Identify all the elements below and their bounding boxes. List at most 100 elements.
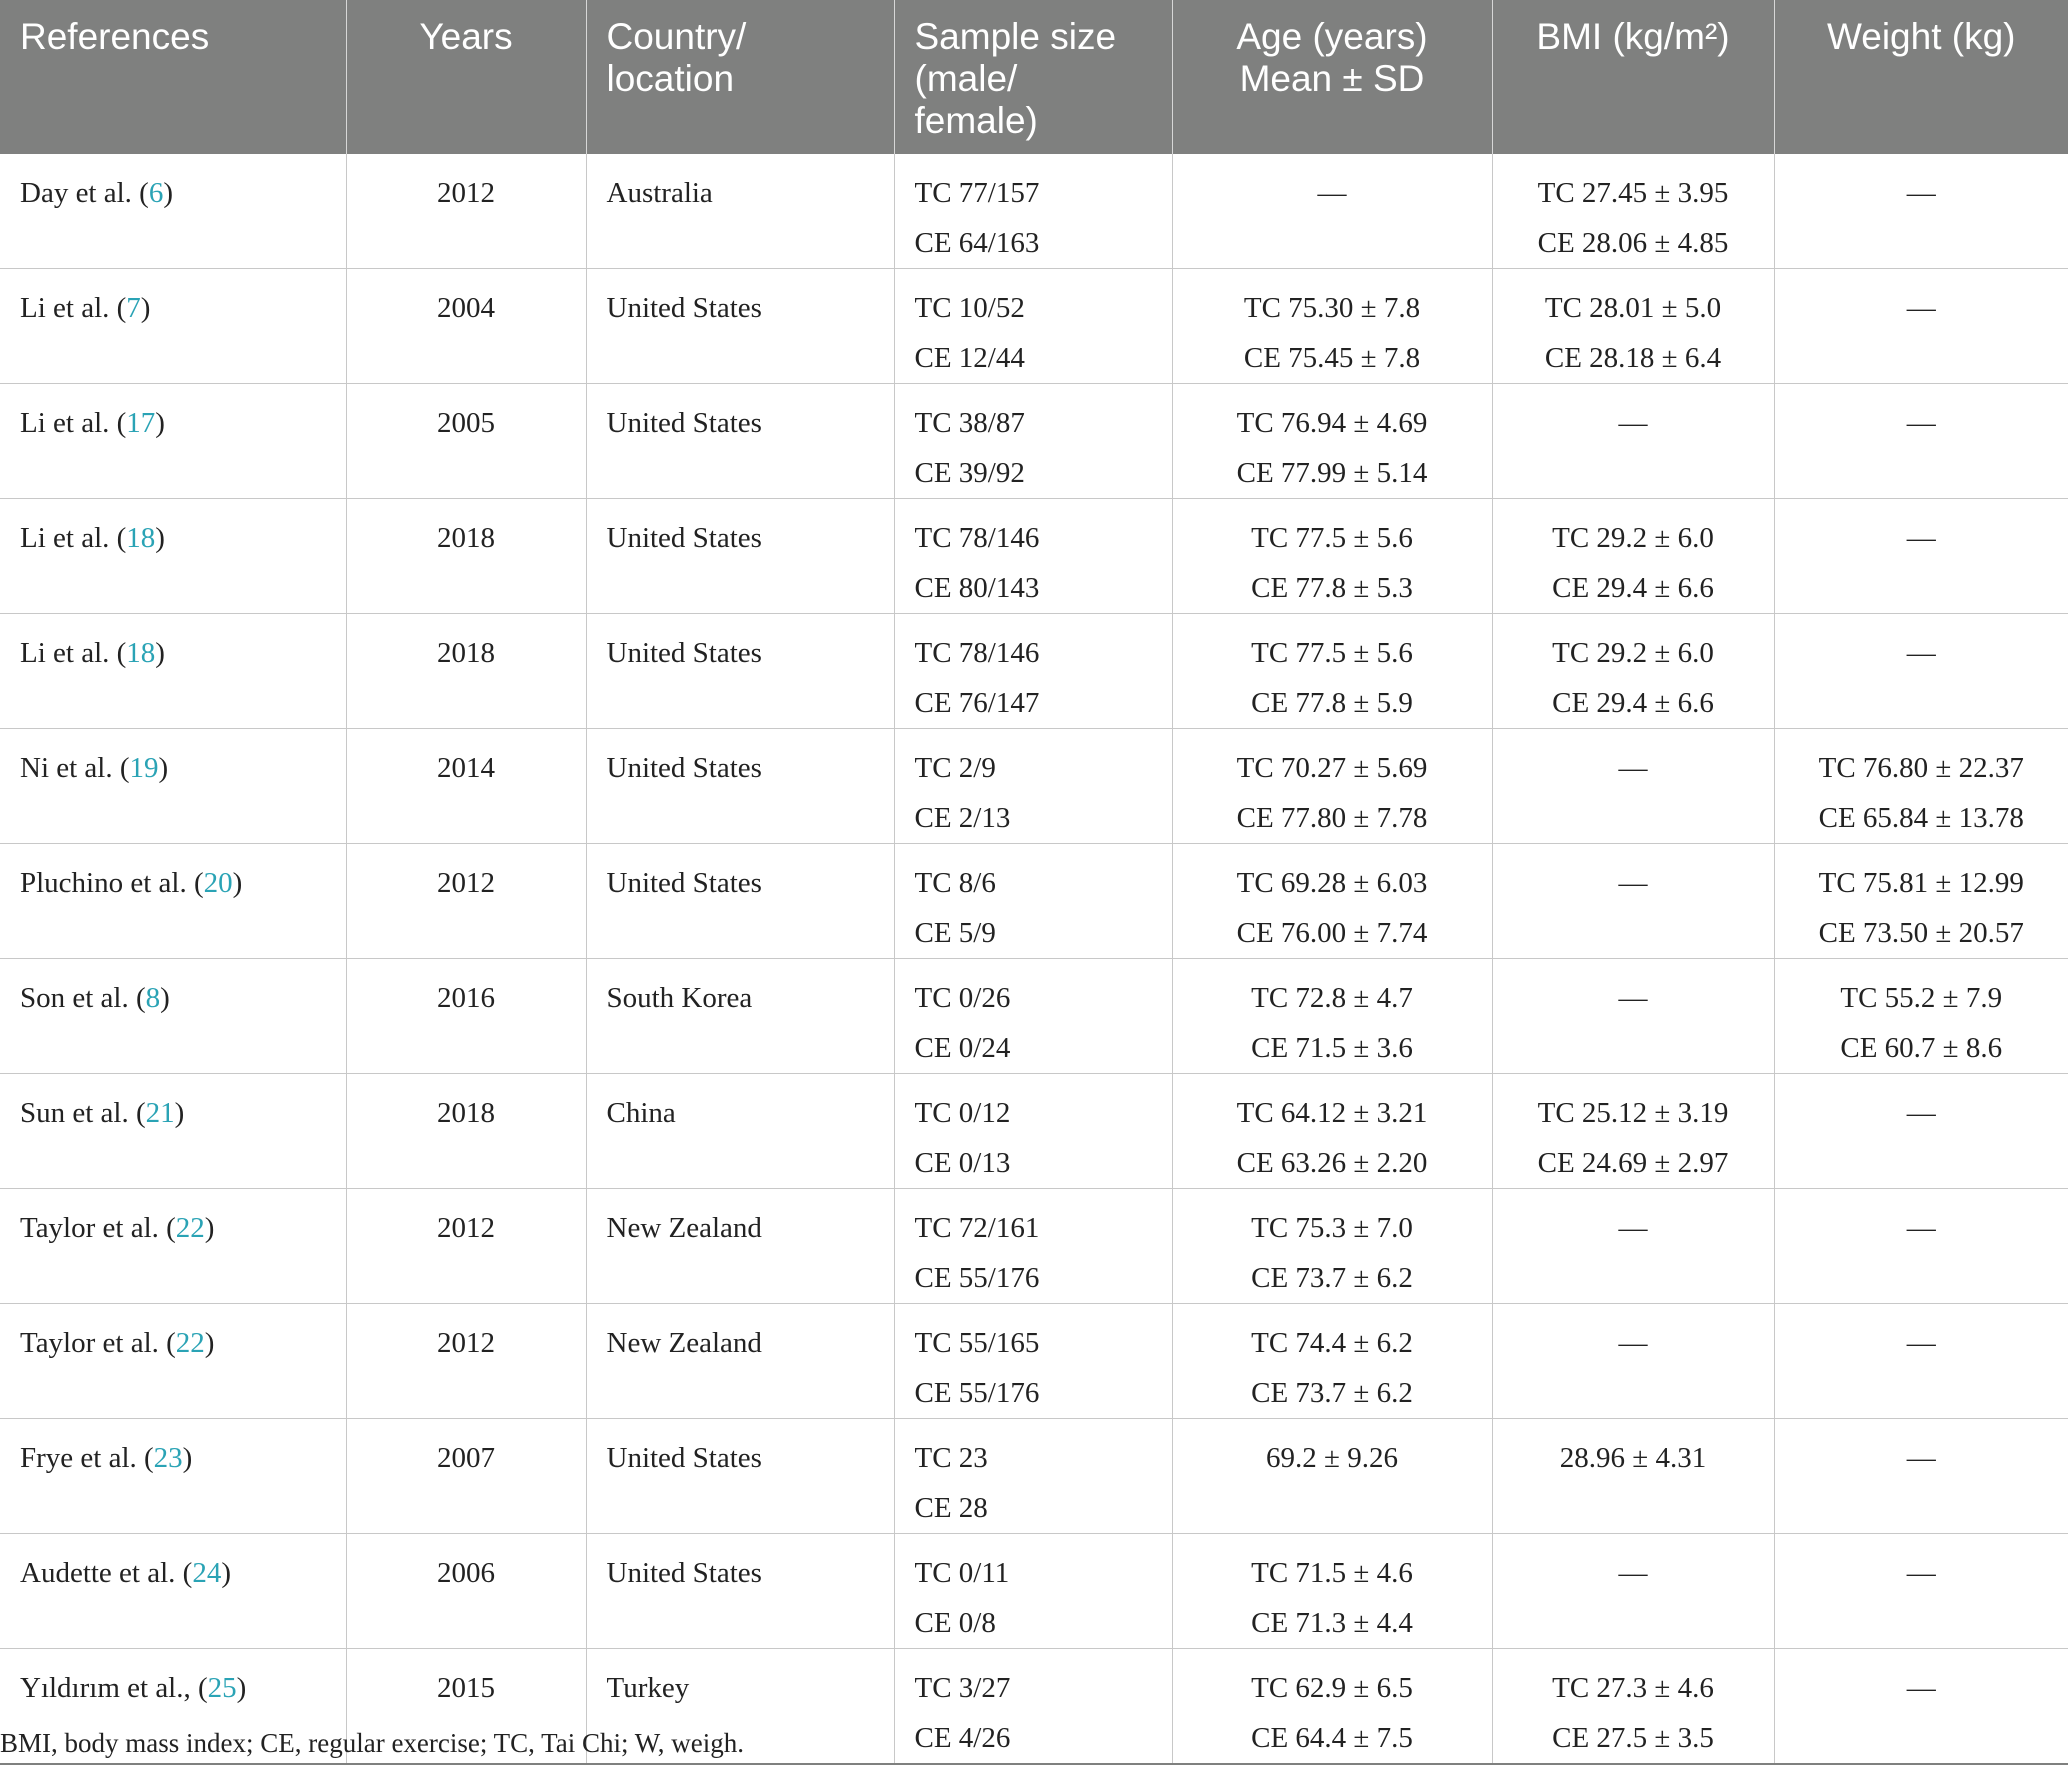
weight-cell: TC 76.80 ± 22.37 CE 65.84 ± 13.78 xyxy=(1773,728,2068,844)
age-cell: — xyxy=(1171,154,1492,269)
year-cell: 2018 xyxy=(345,1073,586,1189)
sample-size-cell: TC 77/157 CE 64/163 xyxy=(893,154,1172,269)
year-cell: 2012 xyxy=(345,1188,586,1304)
weight-cell: — xyxy=(1773,498,2068,614)
table-row: Yıldırım et al., (25) 2015 Turkey TC 3/27 CE… xyxy=(0,1648,2068,1765)
sample-size-cell: TC 0/26 CE 0/24 xyxy=(893,958,1172,1074)
table-row: Audette et al. (24) 2006 United States TC 0… xyxy=(0,1533,2068,1649)
sample-size-cell: TC 0/11 CE 0/8 xyxy=(893,1533,1172,1649)
age-cell: TC 77.5 ± 5.6 CE 77.8 ± 5.9 xyxy=(1171,613,1492,729)
age-cell: TC 76.94 ± 4.69 CE 77.99 ± 5.14 xyxy=(1171,383,1492,499)
sample-size-cell: TC 72/161 CE 55/176 xyxy=(893,1188,1172,1304)
sample-size-cell: TC 10/52 CE 12/44 xyxy=(893,268,1172,384)
column-header-weight: Weight (kg) xyxy=(1773,0,2068,154)
age-cell: TC 70.27 ± 5.69 CE 77.80 ± 7.78 xyxy=(1171,728,1492,844)
year-cell: 2012 xyxy=(345,1303,586,1419)
column-header-bmi: BMI (kg/m²) xyxy=(1491,0,1774,154)
reference-cell: Li et al. (18) xyxy=(0,498,346,614)
citation-link[interactable]: 19 xyxy=(129,752,159,784)
bmi-cell: TC 25.12 ± 3.19 CE 24.69 ± 2.97 xyxy=(1491,1073,1774,1189)
weight-cell: — xyxy=(1773,1648,2068,1765)
year-cell: 2004 xyxy=(345,268,586,384)
year-cell: 2012 xyxy=(345,154,586,269)
reference-cell: Day et al. (6) xyxy=(0,154,346,269)
weight-cell: — xyxy=(1773,1303,2068,1419)
bmi-cell: — xyxy=(1491,1533,1774,1649)
table-row: Frye et al. (23) 2007 United States TC 23 CE… xyxy=(0,1418,2068,1534)
bmi-cell: TC 28.01 ± 5.0 CE 28.18 ± 6.4 xyxy=(1491,268,1774,384)
column-header-sample-size: Sample size (male/female) xyxy=(893,0,1172,154)
reference-cell: Li et al. (17) xyxy=(0,383,346,499)
table-row: Day et al. (6) 2012 Australia TC 77/157 CE 6… xyxy=(0,154,2068,269)
citation-link[interactable]: 24 xyxy=(192,1557,222,1589)
bmi-cell: — xyxy=(1491,383,1774,499)
sample-size-cell: TC 78/146 CE 80/143 xyxy=(893,498,1172,614)
sample-size-cell: TC 0/12 CE 0/13 xyxy=(893,1073,1172,1189)
reference-cell: Li et al. (7) xyxy=(0,268,346,384)
country-cell: Australia xyxy=(585,154,894,269)
year-cell: 2012 xyxy=(345,843,586,959)
citation-link[interactable]: 20 xyxy=(203,867,233,899)
weight-cell: TC 75.81 ± 12.99 CE 73.50 ± 20.57 xyxy=(1773,843,2068,959)
citation-link[interactable]: 18 xyxy=(126,522,156,554)
citation-link[interactable]: 22 xyxy=(175,1327,205,1359)
citation-link[interactable]: 18 xyxy=(126,637,156,669)
country-cell: New Zealand xyxy=(585,1303,894,1419)
reference-cell: Pluchino et al. (20) xyxy=(0,843,346,959)
sample-size-cell: TC 23 CE 28 xyxy=(893,1418,1172,1534)
sample-size-cell: TC 38/87 CE 39/92 xyxy=(893,383,1172,499)
table-row: Li et al. (18) 2018 United States TC 78/146… xyxy=(0,613,2068,729)
citation-link[interactable]: 7 xyxy=(126,292,141,324)
citation-link[interactable]: 6 xyxy=(148,177,164,209)
column-header-references: References xyxy=(0,0,346,154)
reference-cell: Son et al. (8) xyxy=(0,958,346,1074)
sample-size-cell: TC 78/146 CE 76/147 xyxy=(893,613,1172,729)
bmi-cell: — xyxy=(1491,843,1774,959)
citation-link[interactable]: 8 xyxy=(145,982,161,1014)
age-cell: TC 75.3 ± 7.0 CE 73.7 ± 6.2 xyxy=(1171,1188,1492,1304)
bmi-cell: — xyxy=(1491,958,1774,1074)
table-row: Li et al. (17) 2005 United States TC 38/87 C… xyxy=(0,383,2068,499)
sample-size-cell: TC 3/27 CE 4/26 xyxy=(893,1648,1172,1765)
age-cell: TC 69.28 ± 6.03 CE 76.00 ± 7.74 xyxy=(1171,843,1492,959)
reference-cell: Ni et al. (19) xyxy=(0,728,346,844)
sample-size-cell: TC 8/6 CE 5/9 xyxy=(893,843,1172,959)
citation-link[interactable]: 22 xyxy=(175,1212,205,1244)
country-cell: United States xyxy=(585,613,894,729)
weight-cell: TC 55.2 ± 7.9 CE 60.7 ± 8.6 xyxy=(1773,958,2068,1074)
bmi-cell: — xyxy=(1491,728,1774,844)
year-cell: 2015 xyxy=(345,1648,586,1765)
reference-cell: Li et al. (18) xyxy=(0,613,346,729)
table-row: Taylor et al. (22) 2012 New Zealand TC 55/1… xyxy=(0,1303,2068,1419)
weight-cell: — xyxy=(1773,1188,2068,1304)
citation-link[interactable]: 17 xyxy=(126,407,156,439)
citation-link[interactable]: 23 xyxy=(153,1442,183,1474)
weight-cell: — xyxy=(1773,613,2068,729)
column-header-age: Age (years) Mean ± SD xyxy=(1171,0,1492,154)
year-cell: 2018 xyxy=(345,613,586,729)
country-cell: Turkey xyxy=(585,1648,894,1765)
country-cell: New Zealand xyxy=(585,1188,894,1304)
table-row: Li et al. (18) 2018 United States TC 78/146… xyxy=(0,498,2068,614)
table-body: Day et al. (6) 2012 Australia TC 77/157 CE 6… xyxy=(0,154,2068,1765)
age-cell: TC 77.5 ± 5.6 CE 77.8 ± 5.3 xyxy=(1171,498,1492,614)
country-cell: United States xyxy=(585,843,894,959)
country-cell: South Korea xyxy=(585,958,894,1074)
weight-cell: — xyxy=(1773,1073,2068,1189)
table-row: Ni et al. (19) 2014 United States TC 2/9 CE … xyxy=(0,728,2068,844)
country-cell: United States xyxy=(585,1533,894,1649)
year-cell: 2005 xyxy=(345,383,586,499)
year-cell: 2006 xyxy=(345,1533,586,1649)
year-cell: 2016 xyxy=(345,958,586,1074)
weight-cell: — xyxy=(1773,1533,2068,1649)
bmi-cell: TC 29.2 ± 6.0 CE 29.4 ± 6.6 xyxy=(1491,613,1774,729)
age-cell: TC 62.9 ± 6.5 CE 64.4 ± 7.5 xyxy=(1171,1648,1492,1765)
weight-cell: — xyxy=(1773,383,2068,499)
age-cell: TC 75.30 ± 7.8 CE 75.45 ± 7.8 xyxy=(1171,268,1492,384)
reference-cell: Frye et al. (23) xyxy=(0,1418,346,1534)
citation-link[interactable]: 25 xyxy=(207,1672,237,1704)
citation-link[interactable]: 21 xyxy=(145,1097,175,1129)
table-footnote: BMI, body mass index; CE, regular exerci… xyxy=(0,1728,745,1758)
table-row: Sun et al. (21) 2018 China TC 0/12 CE 0/13 TC… xyxy=(0,1073,2068,1189)
